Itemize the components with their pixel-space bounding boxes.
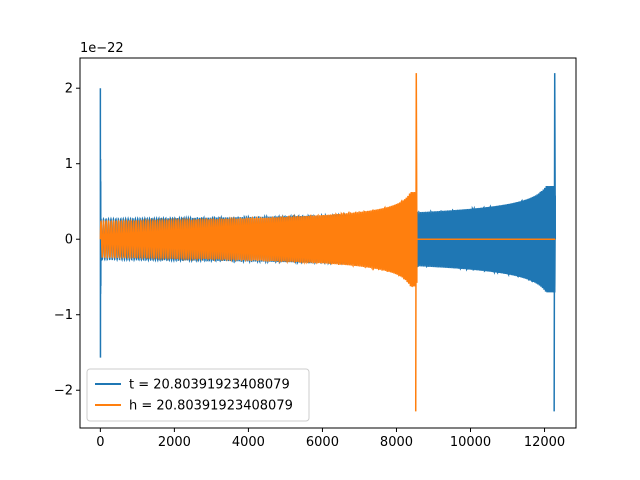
x-tick-label: 6000 xyxy=(306,435,339,450)
y-tick-label: −1 xyxy=(54,308,73,323)
legend-box xyxy=(86,368,310,422)
series-h-group xyxy=(99,73,556,412)
x-tick-label: 12000 xyxy=(524,435,565,450)
series-h-line xyxy=(99,191,556,288)
legend-label: h = 20.80391923408079 xyxy=(129,399,293,414)
legend-label: t = 20.80391923408079 xyxy=(129,378,290,393)
y-tick-label: 0 xyxy=(65,233,73,248)
y-tick-label: 2 xyxy=(65,82,73,97)
x-tick-label: 0 xyxy=(96,435,104,450)
y-axis: −2 −1 0 1 2 xyxy=(54,82,80,399)
x-tick-label: 8000 xyxy=(380,435,413,450)
x-tick-label: 10000 xyxy=(450,435,491,450)
plot-area xyxy=(99,73,557,412)
x-tick-label: 4000 xyxy=(232,435,265,450)
y-offset-label: 1e−22 xyxy=(80,41,124,56)
y-tick-label: −2 xyxy=(54,384,73,399)
series-t-merger xyxy=(553,73,557,412)
x-tick-label: 2000 xyxy=(158,435,191,450)
y-tick-label: 1 xyxy=(65,157,73,172)
legend: t = 20.80391923408079 h = 20.803919234080… xyxy=(86,368,310,422)
series-h-merger xyxy=(414,73,418,412)
axes-frame xyxy=(79,57,577,429)
x-axis: 0 2000 4000 6000 8000 10000 12000 xyxy=(96,428,565,450)
